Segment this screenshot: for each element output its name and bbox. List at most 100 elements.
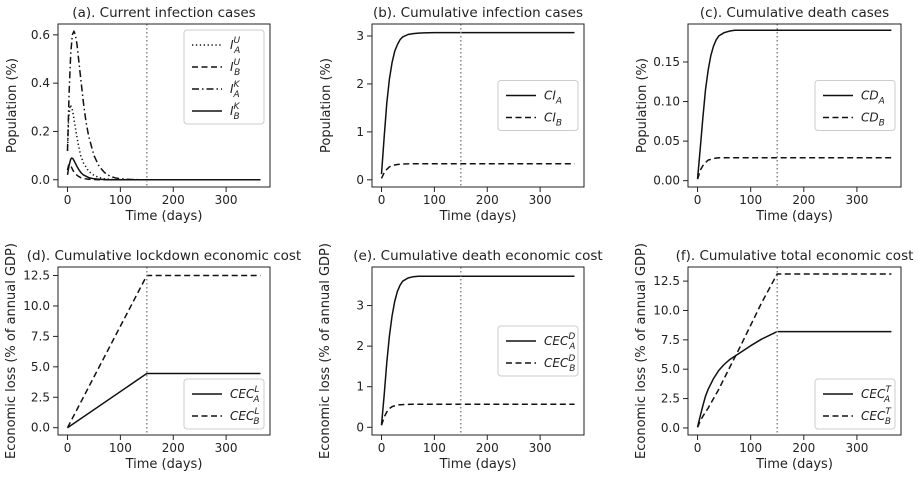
y-tick-label: 2 xyxy=(356,77,364,91)
x-tick-label: 200 xyxy=(476,441,499,455)
y-tick-label: 3 xyxy=(356,299,364,313)
x-axis-label: Time (days) xyxy=(755,209,833,224)
legend-label-sub: B xyxy=(569,364,575,374)
axes-frame xyxy=(57,266,271,436)
y-tick-label: 0 xyxy=(356,420,364,434)
x-tick-label: 300 xyxy=(529,441,552,455)
legend-box xyxy=(183,29,265,125)
x-tick-label: 200 xyxy=(476,193,499,207)
series-line-a xyxy=(380,31,575,175)
y-tick-label: 7.5 xyxy=(31,329,50,343)
y-axis-label: Economic loss (% of annual GDP) xyxy=(634,243,649,459)
x-tick-label: 0 xyxy=(378,441,386,455)
y-tick-label: 5.0 xyxy=(31,360,50,374)
y-tick-label: 0.4 xyxy=(31,76,50,90)
legend-label: CDB xyxy=(861,111,885,129)
y-tick-label: 2.5 xyxy=(31,390,50,404)
series-line-b-d xyxy=(380,403,575,426)
axes-frame xyxy=(57,23,271,188)
legend-label-sup: T xyxy=(885,407,892,417)
x-tick-label: 0 xyxy=(378,193,386,207)
y-tick-label: 0.2 xyxy=(31,124,50,138)
panel-d: (d). Cumulative lockdown economic cost 0 1… xyxy=(4,243,301,472)
y-tick-label: 0.10 xyxy=(653,95,680,109)
y-tick-label: 0 xyxy=(356,173,364,187)
axes-frame xyxy=(687,266,902,436)
legend-label-base: I xyxy=(230,82,234,96)
x-tick-label: 100 xyxy=(109,441,132,455)
legend-label-base: CI xyxy=(544,89,556,103)
legend-label-base: CD xyxy=(861,111,879,125)
series-line-a-l xyxy=(67,372,261,429)
legend-label: IU B xyxy=(230,58,241,78)
x-tick-label: 0 xyxy=(64,193,72,207)
legend-label-sub: A xyxy=(252,395,259,405)
x-tick-label: 300 xyxy=(529,193,552,207)
series-line-b-t xyxy=(696,273,892,428)
legend-label-base: CEC xyxy=(230,409,255,423)
y-tick-label: 5.0 xyxy=(661,362,680,376)
x-tick-label: 0 xyxy=(694,193,702,207)
series-line-a xyxy=(696,29,892,179)
y-tick-label: 3 xyxy=(356,29,364,43)
series-line-b-u xyxy=(66,163,261,181)
x-axis-label: Time (days) xyxy=(125,457,203,472)
x-tick-label: 100 xyxy=(739,193,762,207)
legend-label-sub: A xyxy=(883,395,890,405)
legend-label-sup: U xyxy=(234,58,241,68)
series-line-a-d xyxy=(380,275,575,425)
x-tick-label: 200 xyxy=(792,193,815,207)
legend-label-base: CEC xyxy=(861,387,886,401)
legend-label: CDA xyxy=(861,89,885,107)
legend-label-sup: K xyxy=(234,80,241,90)
legend-label-sup: L xyxy=(254,407,259,417)
axes-frame xyxy=(371,266,585,436)
y-tick-label: 2.5 xyxy=(661,392,680,406)
x-tick-label: 200 xyxy=(162,193,185,207)
x-tick-label: 0 xyxy=(64,441,72,455)
legend-label-sub: B xyxy=(253,417,259,427)
x-tick-label: 0 xyxy=(694,441,702,455)
x-tick-label: 100 xyxy=(739,441,762,455)
y-tick-label: 2 xyxy=(356,339,364,353)
x-tick-label: 300 xyxy=(845,441,868,455)
legend-label-sup: L xyxy=(254,385,259,395)
chart-title: (c). Cumulative death cases xyxy=(700,5,889,21)
series-line-b xyxy=(696,156,892,180)
legend-label: IK A xyxy=(230,80,241,100)
y-tick-label: 1 xyxy=(356,380,364,394)
legend-label-base: CEC xyxy=(861,409,886,423)
x-axis-label: Time (days) xyxy=(439,209,517,224)
y-tick-label: 0.6 xyxy=(31,28,50,42)
y-tick-label: 0.0 xyxy=(661,421,680,435)
y-tick-label: 10.0 xyxy=(23,299,50,313)
y-axis-label: Economic loss (% of annual GDP) xyxy=(318,243,333,459)
y-tick-label: 0.0 xyxy=(31,421,50,435)
legend-label-base: CEC xyxy=(230,387,255,401)
chart-title: (b). Cumulative infection cases xyxy=(373,5,583,21)
chart-title: (a). Current infection cases xyxy=(72,5,255,21)
panel-f: (f). Cumulative total economic cost 0 100 2… xyxy=(634,243,913,472)
x-axis-label: Time (days) xyxy=(439,457,517,472)
chart-title: (d). Cumulative lockdown economic cost xyxy=(27,248,301,264)
legend-label-sub: A xyxy=(568,342,575,352)
legend-label: CIA xyxy=(544,89,562,107)
y-tick-label: 0.0 xyxy=(31,173,50,187)
legend-label: CECL A xyxy=(230,385,260,405)
legend-label-sub: A xyxy=(232,90,239,100)
legend-label-sub: B xyxy=(556,119,562,129)
legend-label-base: I xyxy=(230,38,234,52)
y-tick-label: 1 xyxy=(356,125,364,139)
panel-e: (e). Cumulative death economic cost 0 100 2… xyxy=(318,243,603,472)
x-axis-label: Time (days) xyxy=(755,457,833,472)
legend-label-sub: A xyxy=(555,97,562,107)
legend-label-sub: B xyxy=(879,119,885,129)
legend-label: IU A xyxy=(230,36,241,56)
legend-label-sup: K xyxy=(234,102,241,112)
y-axis-label: Population (%) xyxy=(319,58,334,153)
